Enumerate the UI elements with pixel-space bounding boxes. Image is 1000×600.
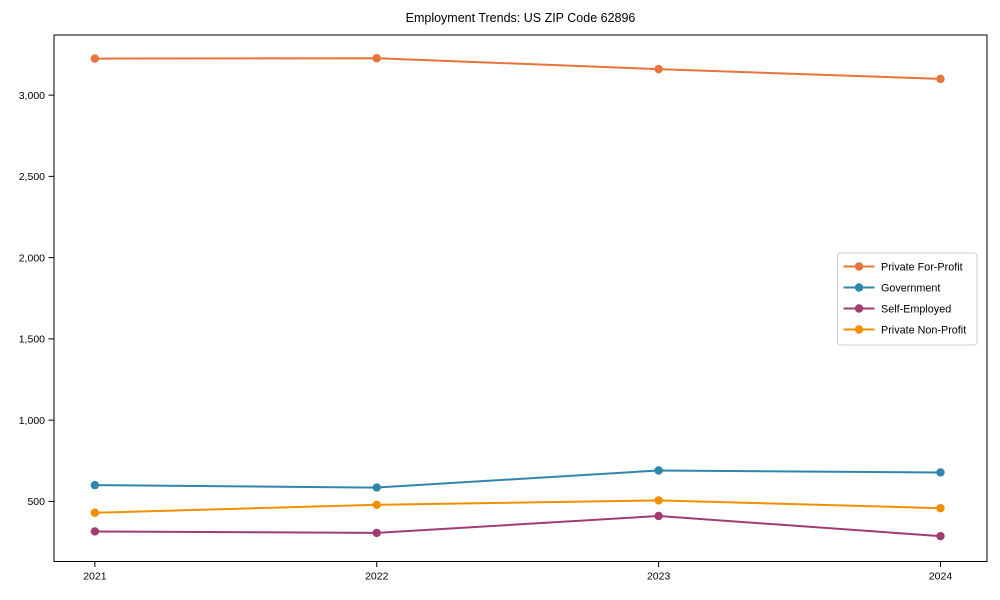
data-point	[936, 468, 945, 477]
x-tick-label: 2023	[647, 571, 671, 583]
y-tick-label: 3,000	[19, 90, 45, 102]
legend-marker-dot	[854, 283, 864, 292]
legend-marker-dot	[854, 325, 864, 334]
series-line	[94, 514, 941, 538]
legend-item-government: Government	[843, 282, 940, 294]
legend-label: Self-Employed	[881, 303, 951, 315]
data-point	[936, 504, 945, 513]
data-point	[90, 508, 100, 517]
plot-area-border	[53, 34, 988, 562]
y-tick-label: 1,500	[19, 334, 45, 346]
data-point	[90, 480, 100, 490]
y-tick-label: 2,500	[19, 171, 45, 183]
legend-label: Government	[881, 282, 940, 294]
data-point	[654, 511, 663, 521]
legend-marker-dot	[854, 262, 864, 271]
data-point	[654, 64, 663, 74]
x-tick-label: 2021	[83, 571, 107, 583]
legend-box	[837, 252, 978, 346]
chart-title: Employment Trends: US ZIP Code 62896	[405, 11, 636, 25]
y-tick-label: 2,000	[19, 252, 45, 264]
data-point	[654, 466, 663, 475]
legend-item-private-for-profit: Private For-Profit	[843, 261, 963, 273]
data-point	[936, 531, 945, 541]
legend-label: Private Non-Profit	[881, 324, 966, 336]
series-line	[94, 469, 941, 489]
series-private-non-profit	[90, 496, 945, 517]
legend-marker-dot	[854, 304, 864, 313]
legend: Private For-Profit Government Self-Employe…	[837, 252, 978, 346]
series-private-for-profit	[90, 54, 945, 84]
x-tick-label: 2024	[929, 571, 953, 583]
data-point	[936, 74, 945, 84]
y-tick-label: 500	[27, 496, 45, 508]
data-point	[372, 54, 381, 63]
series-line	[94, 57, 941, 80]
data-point	[90, 54, 100, 63]
data-point	[372, 500, 381, 509]
legend-item-self-employed: Self-Employed	[843, 303, 951, 315]
data-point	[90, 527, 100, 536]
data-point	[654, 496, 663, 505]
data-point	[372, 483, 381, 492]
legend-label: Private For-Profit	[881, 261, 963, 273]
legend-item-private-non-profit: Private Non-Profit	[843, 324, 966, 336]
x-tick-label: 2022	[365, 571, 389, 583]
series-self-employed	[90, 511, 945, 541]
data-point	[372, 528, 381, 538]
y-tick-label: 1,000	[19, 415, 45, 427]
series-government	[90, 466, 945, 492]
series-line	[94, 499, 941, 514]
